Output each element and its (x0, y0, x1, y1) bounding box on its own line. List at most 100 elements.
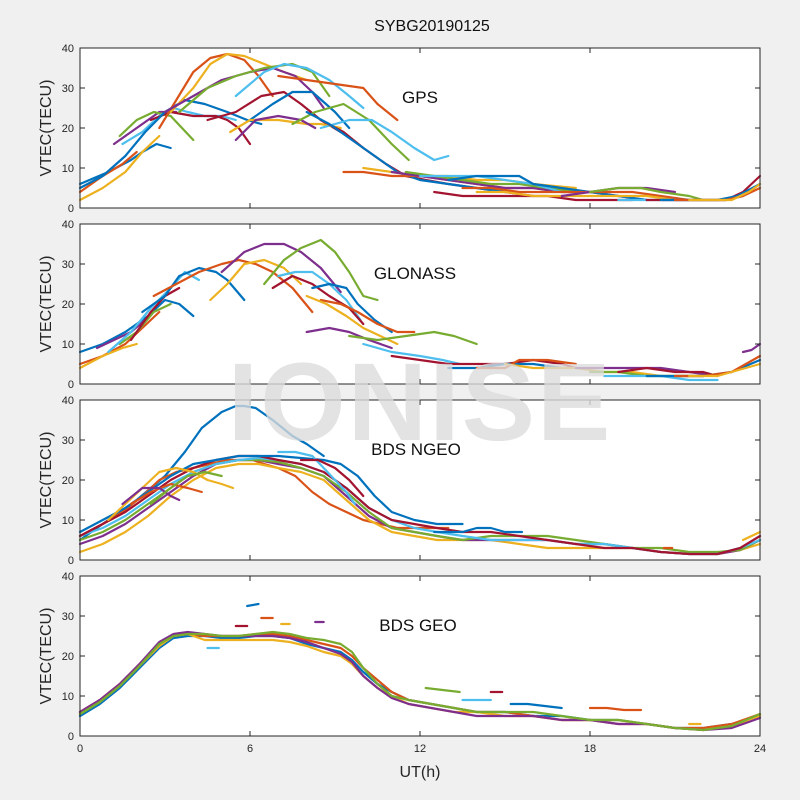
y-tick-label: 10 (62, 163, 74, 175)
series-line (271, 274, 365, 326)
series-line (447, 174, 648, 202)
series-line (78, 630, 762, 732)
series-line (95, 318, 147, 350)
panel-bds-geo: 0 10 20 30 40 0 6 12 18 24 BDS GEO VTEC(TECU) UT(… (38, 571, 766, 781)
series-line (277, 450, 356, 506)
y-tick-label: 20 (62, 123, 74, 135)
series-line (234, 114, 317, 142)
series-line (277, 270, 362, 322)
x-tick-label: 0 (77, 743, 83, 755)
series-layer (78, 404, 762, 556)
series-line (234, 62, 365, 110)
panel-label: GPS (402, 88, 438, 107)
series-line (509, 702, 563, 710)
y-tick-label: 30 (62, 611, 74, 623)
series-line (433, 526, 524, 534)
series-line (78, 454, 762, 556)
series-line (107, 466, 235, 522)
series-line (299, 458, 365, 498)
series-line (305, 326, 393, 350)
y-axis-label: VTEC(TECU) (38, 608, 55, 705)
y-tick-label: 0 (68, 731, 74, 743)
y-tick-label: 20 (62, 299, 74, 311)
panel-label: BDS NGEO (371, 440, 461, 459)
axes-layer: 0 10 20 30 40 (62, 43, 761, 215)
plot-area (80, 224, 760, 384)
series-line (78, 342, 138, 370)
series-layer (78, 602, 762, 732)
plot-area (80, 576, 760, 736)
y-tick-label: 30 (62, 83, 74, 95)
y-tick-label: 20 (62, 475, 74, 487)
series-line (129, 482, 203, 506)
y-tick-label: 10 (62, 691, 74, 703)
series-line (149, 470, 223, 506)
y-tick-label: 10 (62, 339, 74, 351)
series-line (311, 282, 393, 334)
panel-label: GLONASS (374, 264, 456, 283)
plot-area (80, 48, 760, 208)
x-axis-label: UT(h) (400, 764, 441, 781)
y-tick-label: 30 (62, 435, 74, 447)
series-line (688, 182, 762, 202)
series-line (348, 330, 478, 346)
axes-layer: 0 10 20 30 40 (62, 395, 761, 567)
x-tick-label: 24 (754, 743, 766, 755)
series-line (229, 118, 342, 134)
panel-bds-ngeo: 0 10 20 30 40 BDS NGEO VTEC(TECU) (38, 395, 762, 567)
series-line (163, 66, 325, 114)
series-line (78, 310, 161, 366)
y-tick-label: 30 (62, 259, 74, 271)
series-line (158, 52, 274, 130)
series-line (475, 358, 577, 370)
x-tick-label: 12 (414, 743, 426, 755)
y-tick-label: 10 (62, 515, 74, 527)
watermark: IONISE (228, 341, 613, 464)
axes-layer: 0 10 20 30 40 0 6 12 18 24 (62, 571, 766, 755)
series-line (141, 266, 246, 314)
y-axis-label: VTEC(TECU) (38, 80, 55, 177)
x-tick-label: 6 (247, 743, 253, 755)
series-line (277, 74, 399, 122)
series-line (424, 686, 461, 694)
series-line (78, 150, 138, 194)
y-axis-label: VTEC(TECU) (38, 432, 55, 529)
series-line (319, 118, 450, 162)
series-line (121, 486, 181, 506)
series-line (688, 362, 762, 378)
y-tick-label: 40 (62, 571, 74, 583)
series-line (741, 530, 762, 542)
series-line (362, 342, 461, 366)
series-line (263, 238, 379, 302)
series-line (588, 186, 705, 202)
axes-layer: 0 10 20 30 40 (62, 219, 761, 391)
series-line (78, 454, 464, 534)
panel-glonass: 0 10 20 30 40 GLONASS VTEC(TECU) (38, 219, 762, 391)
series-line (305, 294, 399, 346)
series-line (461, 186, 691, 202)
y-tick-label: 40 (62, 43, 74, 55)
series-line (118, 302, 172, 346)
y-tick-label: 0 (68, 379, 74, 391)
series-line (390, 354, 577, 370)
series-line (248, 90, 351, 130)
series-layer (78, 52, 762, 202)
panel-label: BDS GEO (379, 616, 456, 635)
series-layer (78, 238, 762, 382)
series-line (246, 602, 260, 608)
series-line (209, 258, 303, 302)
y-tick-label: 40 (62, 395, 74, 407)
series-line (475, 190, 677, 202)
y-tick-label: 0 (68, 203, 74, 215)
series-line (78, 630, 762, 732)
x-tick-label: 18 (584, 743, 596, 755)
series-line (220, 242, 342, 294)
y-axis-label: VTEC(TECU) (38, 256, 55, 353)
y-tick-label: 0 (68, 555, 74, 567)
series-line (78, 134, 161, 202)
figure-title: SYBG20190125 (374, 18, 490, 35)
y-tick-label: 40 (62, 219, 74, 231)
series-line (741, 342, 762, 354)
series-line (319, 298, 416, 334)
